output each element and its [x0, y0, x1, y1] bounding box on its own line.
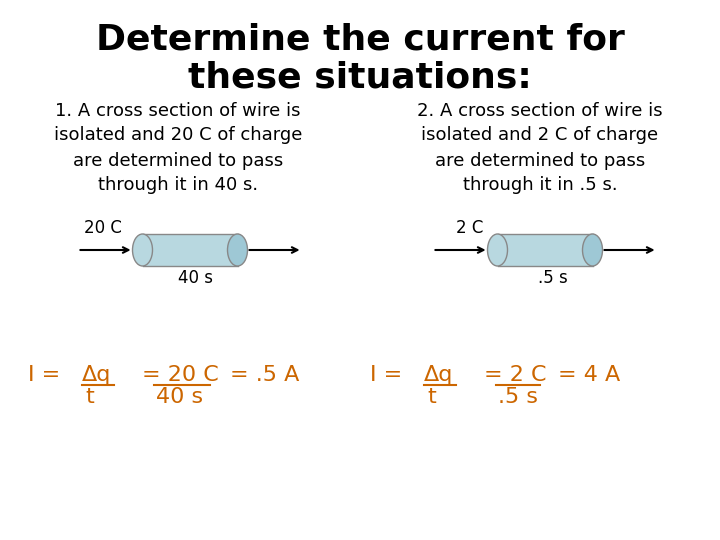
Text: .5 s: .5 s	[538, 269, 568, 287]
Text: t: t	[85, 387, 94, 407]
Text: I =: I =	[28, 365, 60, 385]
Text: Determine the current for: Determine the current for	[96, 23, 624, 57]
Text: 20 C: 20 C	[84, 219, 122, 237]
Ellipse shape	[228, 234, 248, 266]
Ellipse shape	[487, 234, 508, 266]
Text: t: t	[427, 387, 436, 407]
Text: 40 s: 40 s	[178, 269, 212, 287]
Text: = 4 A: = 4 A	[558, 365, 620, 385]
Text: = .5 A: = .5 A	[230, 365, 300, 385]
Text: 40 s: 40 s	[156, 387, 203, 407]
Ellipse shape	[132, 234, 153, 266]
Text: Δq: Δq	[424, 365, 454, 385]
Text: these situations:: these situations:	[188, 60, 532, 94]
Text: 1. A cross section of wire is
isolated and 20 C of charge
are determined to pass: 1. A cross section of wire is isolated a…	[54, 102, 302, 194]
Ellipse shape	[582, 234, 603, 266]
Text: 2 C: 2 C	[456, 219, 483, 237]
Text: 2. A cross section of wire is
isolated and 2 C of charge
are determined to pass
: 2. A cross section of wire is isolated a…	[417, 102, 663, 194]
Text: = 2 C: = 2 C	[484, 365, 546, 385]
Bar	[143, 234, 238, 266]
Text: I =: I =	[370, 365, 402, 385]
Text: = 20 C: = 20 C	[142, 365, 219, 385]
Bar	[498, 234, 593, 266]
Text: .5 s: .5 s	[498, 387, 538, 407]
Text: Δq: Δq	[82, 365, 112, 385]
